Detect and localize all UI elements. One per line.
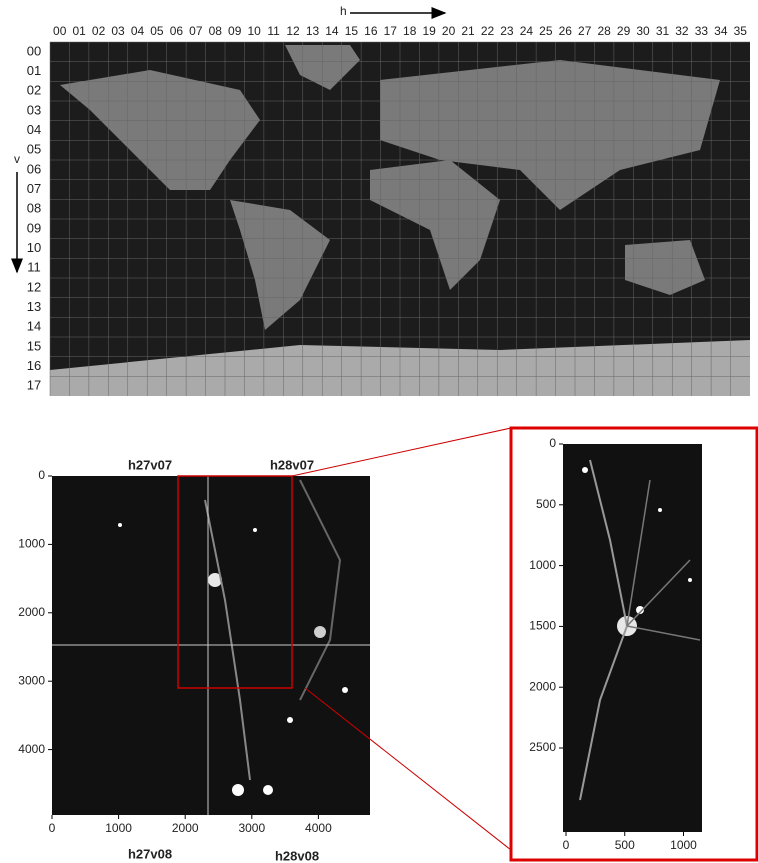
- column-label: 31: [656, 24, 670, 38]
- column-label: 27: [578, 24, 592, 38]
- y-tick-label: 4000: [18, 742, 45, 756]
- column-label: 30: [636, 24, 650, 38]
- column-label: 07: [189, 24, 203, 38]
- x-tick-label: 0: [49, 821, 56, 835]
- column-label: 33: [695, 24, 709, 38]
- column-label: 16: [364, 24, 378, 38]
- column-label: 09: [228, 24, 242, 38]
- y-tick-label: 3000: [18, 673, 45, 687]
- column-label: 25: [539, 24, 553, 38]
- row-label: 05: [27, 142, 41, 157]
- column-label: 32: [675, 24, 689, 38]
- column-label: 29: [617, 24, 631, 38]
- column-label: 05: [150, 24, 164, 38]
- tile-label: h28v07: [270, 457, 314, 472]
- row-label: 09: [27, 220, 41, 235]
- tile-label: h28v08: [275, 848, 319, 863]
- column-label: 22: [481, 24, 495, 38]
- y-tick-label: 2000: [529, 679, 556, 693]
- y-tick-label: 500: [536, 497, 556, 511]
- y-tick-label: 1500: [529, 619, 556, 633]
- column-label: 26: [559, 24, 573, 38]
- column-label: 24: [520, 24, 534, 38]
- row-label: 06: [27, 161, 41, 176]
- column-label: 28: [597, 24, 611, 38]
- zoom-image: [563, 444, 702, 832]
- row-label: 17: [27, 378, 41, 393]
- zoom-connector: [292, 428, 511, 476]
- x-tick-label: 0: [563, 838, 570, 852]
- column-label: 13: [306, 24, 320, 38]
- column-label: 15: [345, 24, 359, 38]
- column-label: 12: [286, 24, 300, 38]
- row-label: 13: [27, 299, 41, 314]
- figure: h v h27v07 h28v07 h27v08 h28v08 00010203…: [0, 0, 758, 863]
- column-label: 00: [53, 24, 67, 38]
- y-tick-label: 1000: [18, 537, 45, 551]
- column-label: 19: [422, 24, 436, 38]
- column-label: 18: [403, 24, 417, 38]
- x-tick-label: 2000: [172, 821, 199, 835]
- column-label: 20: [442, 24, 456, 38]
- row-label: 15: [27, 338, 41, 353]
- column-label: 14: [325, 24, 339, 38]
- column-label: 17: [384, 24, 398, 38]
- x-tick-label: 500: [615, 838, 635, 852]
- column-label: 23: [500, 24, 514, 38]
- y-tick-label: 1000: [529, 558, 556, 572]
- row-label: 07: [27, 181, 41, 196]
- column-label: 02: [92, 24, 106, 38]
- column-label: 10: [247, 24, 261, 38]
- h-axis-label: h: [340, 4, 347, 18]
- column-label: 11: [267, 24, 280, 38]
- row-label: 12: [27, 279, 41, 294]
- y-tick-label: 0: [38, 468, 45, 482]
- column-label: 06: [170, 24, 184, 38]
- column-label: 08: [209, 24, 223, 38]
- row-label: 14: [27, 319, 41, 334]
- x-tick-label: 1000: [670, 838, 697, 852]
- row-label: 01: [27, 63, 41, 78]
- column-label: 34: [714, 24, 728, 38]
- row-label: 03: [27, 102, 41, 117]
- v-axis-label: v: [14, 152, 20, 166]
- row-label: 00: [27, 43, 41, 58]
- row-label: 16: [27, 358, 41, 373]
- x-tick-label: 4000: [305, 821, 332, 835]
- y-tick-label: 2500: [529, 740, 556, 754]
- column-label: 04: [131, 24, 145, 38]
- tile-label: h27v07: [128, 457, 172, 472]
- x-tick-label: 3000: [238, 821, 265, 835]
- row-label: 11: [27, 260, 41, 275]
- column-label: 03: [111, 24, 125, 38]
- tile-label: h27v08: [128, 846, 172, 861]
- row-label: 04: [27, 122, 41, 137]
- column-label: 35: [734, 24, 748, 38]
- column-label: 21: [461, 24, 475, 38]
- column-label: 01: [72, 24, 86, 38]
- row-label: 10: [27, 240, 41, 255]
- y-tick-label: 2000: [18, 605, 45, 619]
- row-label: 08: [27, 201, 41, 216]
- x-tick-label: 1000: [105, 821, 132, 835]
- y-tick-label: 0: [549, 436, 556, 450]
- row-label: 02: [27, 83, 41, 98]
